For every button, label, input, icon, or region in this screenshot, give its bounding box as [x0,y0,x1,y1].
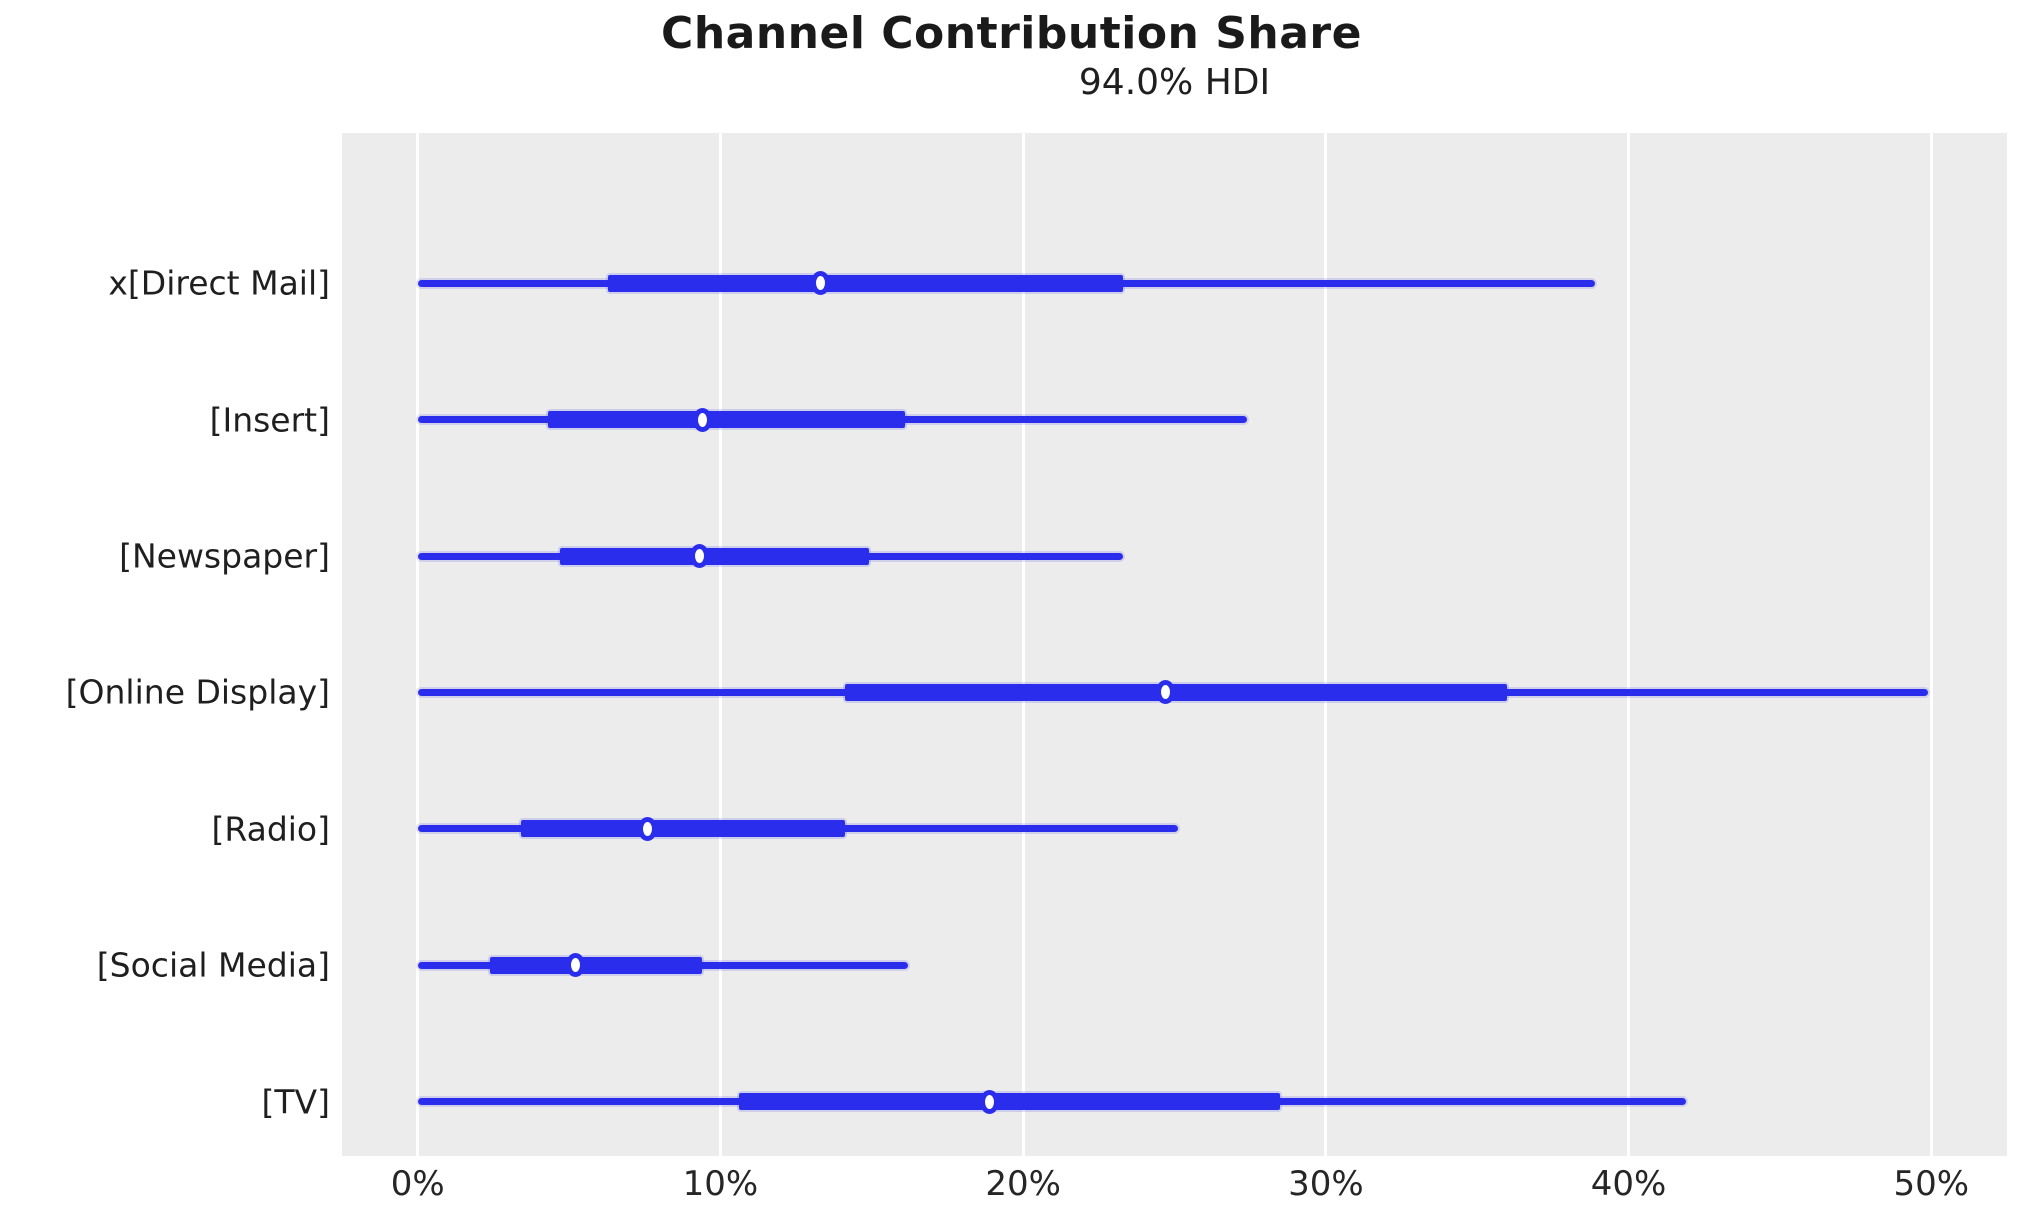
x-tick-label: 40% [1590,1164,1667,1204]
point-estimate-marker [689,544,709,569]
point-estimate-marker [565,953,585,978]
row-label: [Online Display] [65,672,330,712]
interquartile-band [738,1093,1281,1111]
x-tick-label: 20% [985,1164,1061,1204]
x-tick-label: 50% [1893,1164,1970,1204]
gridline [1324,133,1328,1156]
plot-area [342,133,2007,1156]
gridline [416,133,420,1156]
row-label: x[Direct Mail] [108,263,330,303]
interquartile-band [547,411,906,429]
gridline [1021,133,1025,1156]
x-tick-label: 10% [682,1164,759,1204]
interquartile-band [490,956,703,974]
row-label: [Insert] [209,400,330,440]
gridline [718,133,722,1156]
y-axis-labels: x[Direct Mail] [Insert] [Newspaper] [Online… [0,133,330,1156]
point-estimate-marker [1155,680,1175,705]
gridline [1929,133,1933,1156]
chart-title: Channel Contribution Share [661,8,1362,59]
interquartile-band [844,683,1508,701]
chart-subtitle: 94.0% HDI [1078,62,1271,103]
point-estimate-marker [638,816,658,841]
row-label: [Social Media] [96,945,330,985]
x-axis-labels: 0% 10% 20% 30% 40% 50% [342,1164,2007,1212]
point-estimate-marker [810,271,830,296]
interquartile-band [520,820,845,838]
interquartile-band [559,547,869,565]
gridline [1627,133,1631,1156]
row-label: [Newspaper] [119,536,330,576]
point-estimate-marker [980,1089,1000,1114]
interquartile-band [608,274,1124,292]
x-tick-label: 30% [1288,1164,1364,1204]
point-estimate-marker [692,407,712,432]
x-tick-label: 0% [390,1164,445,1204]
row-label: [Radio] [211,809,330,849]
row-label: [TV] [261,1082,330,1122]
